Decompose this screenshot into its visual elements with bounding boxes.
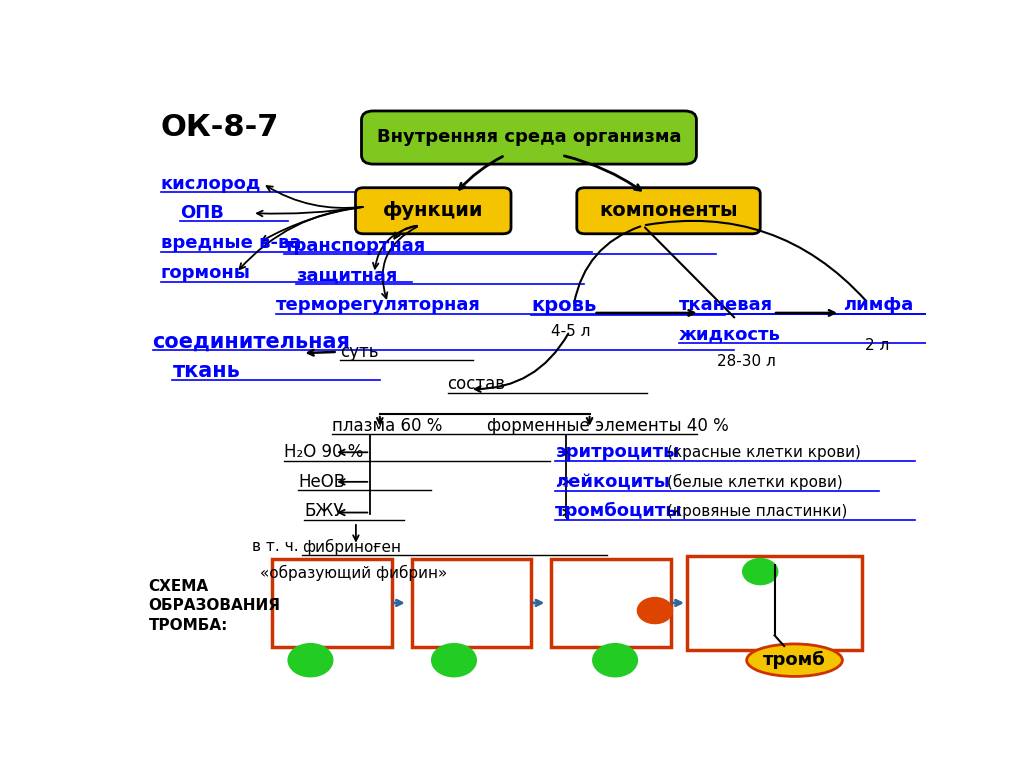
Text: кислород: кислород (161, 175, 261, 193)
Text: эритроциты: эритроциты (556, 443, 679, 461)
Text: Внутренняя среда организма: Внутренняя среда организма (377, 128, 681, 146)
Text: СХЕМА
ОБРАЗОВАНИЯ
ТРОМБА:: СХЕМА ОБРАЗОВАНИЯ ТРОМБА: (148, 578, 281, 633)
Text: ОК-8-7: ОК-8-7 (161, 113, 279, 142)
Text: БЖУ: БЖУ (305, 502, 344, 520)
Text: терморегуляторная: терморегуляторная (276, 295, 481, 314)
FancyBboxPatch shape (361, 111, 697, 164)
Text: жидкость: жидкость (679, 325, 781, 343)
Text: транспортная: транспортная (284, 236, 426, 255)
Text: компоненты: компоненты (599, 201, 738, 220)
Text: лимфа: лимфа (843, 295, 914, 314)
Text: состав: состав (448, 375, 505, 393)
Text: кровь: кровь (531, 296, 597, 315)
Bar (412, 558, 531, 647)
FancyBboxPatch shape (355, 188, 511, 234)
Text: H₂O 90 %: H₂O 90 % (284, 443, 363, 461)
Text: тромб: тромб (764, 651, 826, 670)
Text: плазма 60 %: плазма 60 % (332, 416, 442, 435)
Text: гормоны: гормоны (161, 264, 250, 281)
Text: ОПВ: ОПВ (180, 203, 224, 222)
Text: (кровяные пластинки): (кровяные пластинки) (667, 504, 847, 518)
Text: вредные в-ва: вредные в-ва (161, 234, 300, 252)
Text: лейкоциты: лейкоциты (556, 472, 670, 491)
Text: фибриноген: фибриноген (303, 538, 401, 555)
Text: НеОВ: НеОВ (298, 472, 346, 491)
Circle shape (743, 558, 778, 584)
Text: соединительная: соединительная (152, 331, 351, 351)
Text: (белые клетки крови): (белые клетки крови) (667, 474, 843, 490)
Text: (красные клетки крови): (красные клетки крови) (667, 445, 861, 459)
Text: форменные элементы 40 %: форменные элементы 40 % (488, 416, 730, 435)
Text: 28-30 л: 28-30 л (717, 354, 776, 370)
Text: 4-5 л: 4-5 л (552, 324, 591, 339)
Circle shape (637, 597, 673, 624)
Bar (272, 558, 392, 647)
Circle shape (593, 644, 637, 676)
Text: функции: функции (383, 201, 484, 220)
Bar (686, 555, 862, 650)
Circle shape (288, 644, 332, 676)
Text: 2 л: 2 л (865, 338, 890, 354)
Text: защитная: защитная (296, 266, 397, 284)
FancyBboxPatch shape (577, 188, 760, 234)
Text: суть: суть (340, 343, 379, 361)
Text: ткань: ткань (173, 360, 240, 380)
Ellipse shape (747, 644, 843, 676)
Text: –: – (368, 539, 381, 555)
Text: «образующий фибрин»: «образующий фибрин» (260, 565, 448, 581)
Bar (552, 558, 671, 647)
Text: тромбоциты: тромбоциты (556, 502, 683, 521)
Circle shape (432, 644, 476, 676)
Text: в т. ч.: в т. ч. (252, 539, 304, 555)
Text: тканевая: тканевая (679, 295, 773, 314)
